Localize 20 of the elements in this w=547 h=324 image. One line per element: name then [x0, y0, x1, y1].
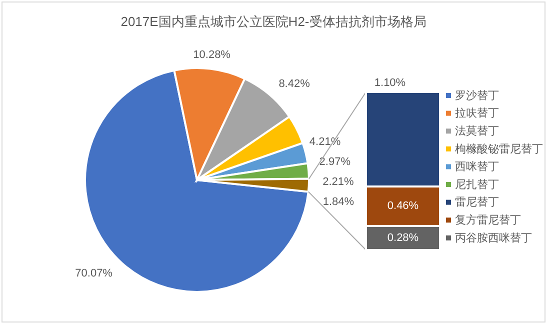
- data-label: 10.28%: [193, 48, 231, 61]
- data-label: 1.10%: [374, 77, 406, 89]
- data-label: 2.97%: [319, 156, 351, 168]
- series-label: 雷尼替丁: [455, 196, 499, 209]
- data-label: 1.84%: [322, 196, 354, 208]
- data-label: 0.28%: [387, 232, 419, 244]
- data-label: 0.46%: [387, 200, 419, 212]
- data-label: 8.42%: [278, 78, 310, 90]
- legend-label: 罗沙替丁: [455, 88, 499, 102]
- legend-label: 复方雷尼替丁: [455, 214, 521, 227]
- data-label: 4.21%: [309, 136, 341, 148]
- legend-label: 尼扎替丁: [455, 178, 499, 191]
- legend-label: 法莫替丁: [455, 124, 499, 138]
- data-label: 70.07%: [75, 267, 113, 280]
- legend-label: 枸橼酸铋雷尼替丁: [455, 142, 543, 156]
- legend-label: 拉呋替丁: [455, 106, 499, 120]
- chart-title: 2017E国内重点城市公立医院H2-受体拮抗剂市场格局: [120, 14, 426, 29]
- legend-label: 丙谷胺西咪替丁: [455, 231, 532, 244]
- data-label: 2.21%: [322, 176, 354, 188]
- legend-label: 西咪替丁: [455, 160, 499, 174]
